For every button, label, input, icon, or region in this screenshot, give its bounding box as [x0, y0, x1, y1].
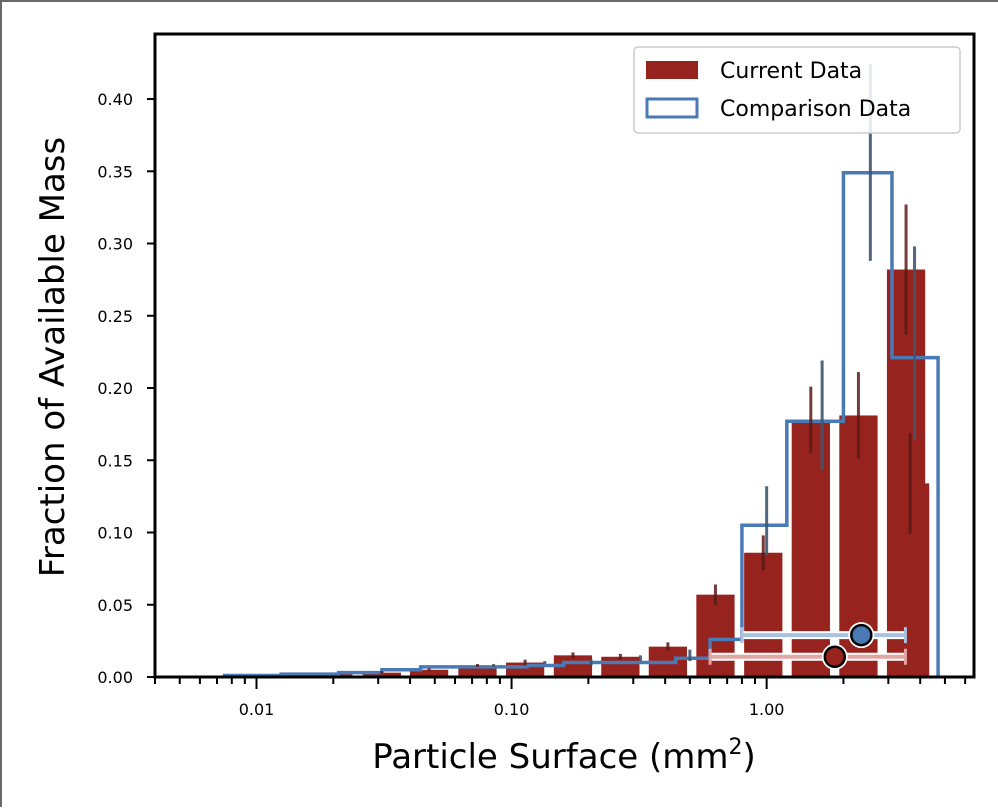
x-tick-label: 0.10	[494, 700, 530, 719]
summary-points-group	[708, 622, 907, 670]
x-axis-label-superscript: 2	[729, 735, 743, 760]
x-tick-label: 0.01	[239, 700, 275, 719]
step-group	[222, 170, 940, 678]
y-tick-label: 0.40	[97, 90, 133, 109]
x-axis-ticks: 0.01 0.10 1.00	[154, 678, 967, 719]
bar-10	[696, 594, 735, 677]
legend-label-comparison: Comparison Data	[720, 97, 911, 122]
y-tick-label: 0.20	[97, 379, 133, 398]
y-axis-label: Fraction of Available Mass	[33, 137, 73, 577]
y-tick-label: 0.25	[97, 307, 133, 326]
legend-swatch-comparison	[645, 97, 699, 119]
summary-point-0	[850, 623, 873, 647]
y-tick-label: 0.05	[97, 596, 133, 615]
bar-8	[601, 656, 640, 677]
x-axis-label-suffix: )	[743, 737, 756, 777]
legend-box	[633, 46, 961, 134]
legend-label-current: Current Data	[720, 59, 862, 84]
x-axis-label-main: Particle Surface (mm	[372, 737, 728, 777]
y-tick-label: 0.00	[97, 668, 133, 687]
comparison-step-line	[222, 170, 940, 678]
y-tick-label: 0.15	[97, 451, 133, 470]
bar-4	[409, 669, 449, 677]
legend-swatch-current	[646, 61, 698, 79]
x-tick-label: 1.00	[749, 700, 785, 719]
bar-7	[553, 655, 593, 677]
errorbar-group	[380, 64, 917, 675]
plot-frame	[153, 32, 976, 679]
bar-5	[458, 665, 497, 677]
x-axis-label: Particle Surface (mm2)	[372, 735, 756, 777]
bar-group	[219, 269, 930, 677]
legend: Current Data Comparison Data	[633, 46, 961, 134]
y-axis-ticks: 0.00 0.05 0.10 0.15 0.20 0.25 0.30 0.35 0.40	[97, 90, 155, 687]
y-tick-label: 0.35	[97, 162, 133, 181]
y-tick-label: 0.30	[97, 235, 133, 254]
summary-point-1	[823, 645, 847, 669]
bar-3	[362, 672, 401, 677]
y-tick-label: 0.10	[97, 524, 133, 543]
